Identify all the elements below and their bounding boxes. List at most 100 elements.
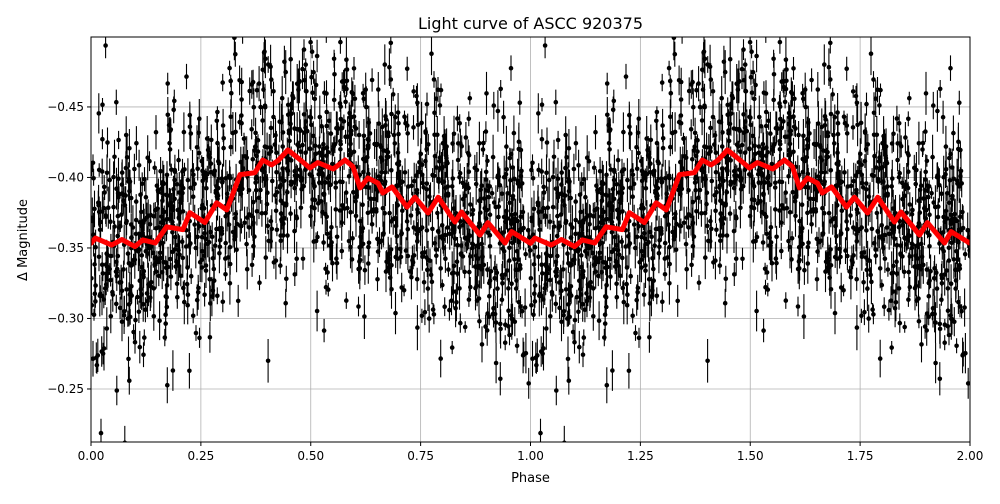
data-point (561, 312, 566, 318)
data-point (386, 265, 392, 271)
data-point (153, 269, 159, 275)
data-point (388, 247, 394, 252)
data-point (754, 308, 759, 314)
data-point (733, 256, 739, 262)
data-point (793, 193, 799, 198)
data-point (348, 153, 353, 158)
data-point (119, 319, 125, 325)
data-point (162, 335, 168, 340)
data-point (777, 141, 783, 147)
data-point (636, 150, 641, 156)
data-point (207, 277, 212, 282)
data-point (517, 100, 523, 105)
x-tick-label: 1.75 (847, 449, 874, 463)
data-point (518, 266, 523, 271)
data-point (238, 159, 244, 165)
data-point (630, 194, 635, 199)
data-point (434, 165, 440, 170)
data-point (314, 53, 320, 59)
data-point (766, 173, 771, 179)
data-point (160, 198, 165, 203)
data-point (493, 360, 499, 366)
data-point (532, 291, 537, 297)
data-point (800, 241, 805, 247)
data-point (297, 79, 302, 85)
data-point (631, 222, 637, 227)
data-point (514, 248, 520, 254)
data-point (867, 258, 872, 264)
data-point (568, 235, 574, 240)
data-point (547, 277, 553, 283)
data-point (667, 78, 673, 84)
data-point (699, 167, 704, 173)
data-point (689, 262, 694, 268)
data-point (160, 240, 165, 246)
data-point (803, 104, 809, 110)
data-point (405, 131, 411, 136)
data-point (541, 190, 547, 195)
data-point (877, 356, 883, 361)
data-point (177, 252, 182, 257)
data-point (660, 299, 665, 305)
x-tick-label: 0.25 (188, 449, 215, 463)
data-point (764, 145, 769, 150)
data-point (176, 157, 181, 163)
data-point (458, 320, 463, 326)
data-point (443, 232, 448, 238)
data-point (366, 240, 372, 246)
data-point (833, 223, 838, 229)
data-point (731, 185, 737, 191)
data-point (102, 286, 108, 291)
data-point (227, 244, 233, 250)
data-point (157, 250, 163, 256)
data-point (894, 259, 899, 265)
data-point (937, 326, 943, 332)
data-point (791, 124, 797, 129)
data-point (217, 237, 223, 243)
data-point (309, 122, 314, 128)
data-point (187, 243, 192, 248)
data-point (345, 205, 350, 211)
data-point (311, 69, 316, 75)
data-point (103, 43, 108, 48)
data-point (647, 229, 653, 235)
data-point (580, 301, 585, 307)
data-point (287, 138, 292, 144)
data-point (241, 166, 246, 171)
data-point (649, 294, 654, 299)
data-point (252, 144, 258, 150)
data-point (397, 178, 403, 184)
data-point (217, 251, 222, 256)
data-point (380, 158, 385, 163)
data-point (457, 174, 462, 180)
data-point (923, 188, 928, 193)
data-point (896, 174, 902, 180)
data-point (774, 234, 779, 240)
data-point (501, 214, 507, 220)
data-point (851, 225, 856, 230)
data-point (437, 234, 443, 240)
data-point (466, 169, 472, 174)
data-point (577, 344, 582, 350)
data-point (427, 258, 433, 264)
data-point (953, 267, 958, 273)
data-point (278, 238, 284, 243)
data-point (783, 57, 789, 63)
data-point (949, 316, 954, 322)
data-point (249, 262, 255, 268)
data-point (283, 300, 289, 306)
x-tick-label: 2.00 (957, 449, 984, 463)
data-point (208, 301, 213, 306)
data-point (161, 221, 166, 226)
data-point (115, 213, 121, 219)
data-point (923, 177, 928, 182)
data-point (797, 266, 802, 271)
data-point (136, 163, 142, 168)
data-point (508, 65, 514, 71)
data-point (888, 298, 894, 304)
data-point (352, 96, 358, 102)
data-point (483, 188, 489, 193)
data-point (451, 263, 457, 269)
data-point (710, 114, 716, 120)
data-point (923, 169, 928, 175)
